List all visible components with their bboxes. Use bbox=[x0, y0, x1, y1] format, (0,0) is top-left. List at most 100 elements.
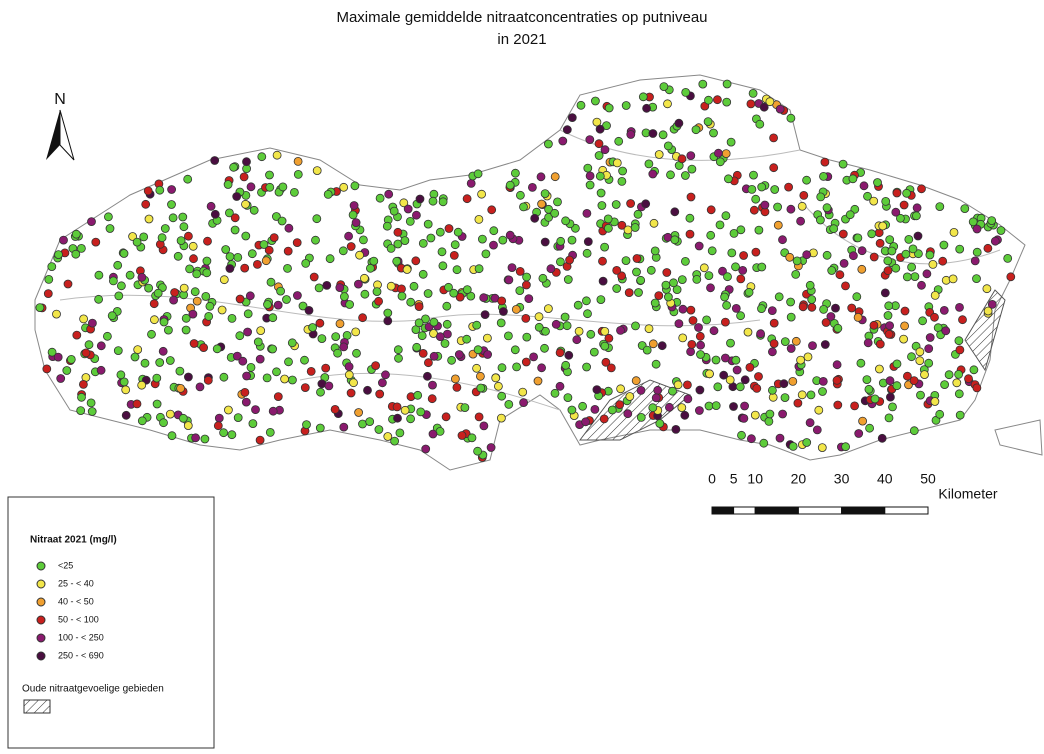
well-dot bbox=[807, 295, 817, 304]
well-dot bbox=[449, 288, 459, 298]
well-dot bbox=[252, 259, 262, 269]
well-dot bbox=[88, 318, 97, 328]
well-dot bbox=[351, 327, 361, 337]
well-dot bbox=[121, 385, 131, 395]
well-dot bbox=[421, 444, 431, 454]
well-dot bbox=[428, 429, 438, 439]
well-dot bbox=[213, 421, 223, 431]
well-dot bbox=[522, 272, 531, 282]
well-dot bbox=[770, 185, 780, 194]
well-dot bbox=[793, 398, 803, 408]
well-dot bbox=[664, 292, 673, 302]
well-dot bbox=[987, 216, 997, 226]
well-dot bbox=[480, 310, 490, 320]
well-dot bbox=[479, 293, 489, 303]
well-dot bbox=[302, 420, 311, 430]
well-dot bbox=[53, 352, 63, 362]
well-dot bbox=[521, 313, 531, 323]
well-dot bbox=[421, 314, 430, 324]
well-dot bbox=[818, 387, 827, 396]
well-dot bbox=[176, 236, 186, 246]
well-dot bbox=[169, 295, 179, 305]
well-dot bbox=[383, 308, 393, 318]
map-area bbox=[34, 74, 1043, 471]
well-dot bbox=[596, 188, 606, 198]
well-dot bbox=[217, 305, 227, 315]
well-dot bbox=[721, 353, 730, 363]
well-dot bbox=[699, 263, 709, 273]
well-dot bbox=[744, 287, 754, 297]
well-dot bbox=[330, 404, 340, 414]
well-dot bbox=[562, 321, 572, 331]
well-dot bbox=[233, 252, 243, 262]
well-dot bbox=[371, 361, 381, 371]
well-dot bbox=[751, 247, 761, 257]
well-dot bbox=[113, 260, 123, 270]
well-dot bbox=[847, 303, 857, 313]
well-dot bbox=[681, 256, 690, 266]
well-dot bbox=[96, 341, 106, 351]
well-dot bbox=[438, 261, 448, 271]
well-dot bbox=[264, 245, 274, 255]
hatched-area bbox=[964, 289, 1006, 372]
well-dot bbox=[585, 180, 595, 190]
well-dot bbox=[365, 263, 375, 273]
legend: Nitraat 2021 (mg/l) <25 25 - < 40 40 - < 5… bbox=[7, 496, 215, 749]
well-dot bbox=[474, 214, 484, 224]
well-dot bbox=[452, 265, 462, 275]
well-dot bbox=[219, 275, 229, 285]
well-dot bbox=[796, 355, 805, 365]
well-dot bbox=[406, 297, 416, 307]
well-dot bbox=[922, 269, 932, 279]
well-dot bbox=[814, 405, 824, 415]
well-dot bbox=[240, 263, 250, 273]
well-dot bbox=[573, 300, 583, 310]
well-dot bbox=[707, 246, 717, 256]
well-dot bbox=[247, 249, 257, 259]
legend-label: 40 - < 50 bbox=[58, 596, 94, 606]
well-dot bbox=[803, 352, 813, 362]
well-dot bbox=[306, 366, 316, 376]
well-dot bbox=[731, 355, 741, 365]
well-dot bbox=[413, 390, 423, 400]
well-dot bbox=[423, 289, 433, 298]
well-dot bbox=[190, 287, 200, 297]
well-dot bbox=[775, 433, 785, 443]
well-dot bbox=[462, 194, 472, 204]
well-dot bbox=[405, 216, 415, 226]
well-dot bbox=[816, 215, 825, 225]
well-dot bbox=[737, 430, 746, 440]
well-dot bbox=[925, 333, 935, 342]
well-dot bbox=[954, 389, 964, 399]
well-dot bbox=[612, 158, 622, 168]
well-dot bbox=[600, 145, 610, 155]
well-dot bbox=[309, 272, 319, 282]
well-dot bbox=[467, 433, 477, 443]
well-dot bbox=[670, 235, 680, 245]
well-dot bbox=[386, 243, 396, 253]
well-dot bbox=[822, 203, 832, 213]
well-dot bbox=[775, 104, 785, 114]
well-dot bbox=[572, 335, 582, 345]
well-dot bbox=[594, 139, 604, 149]
well-dot bbox=[289, 187, 299, 197]
well-dot bbox=[372, 287, 382, 297]
scale-segment bbox=[711, 506, 735, 515]
well-dot bbox=[466, 178, 476, 188]
well-dot bbox=[581, 417, 590, 427]
well-dot bbox=[472, 320, 482, 330]
well-dot bbox=[175, 366, 185, 376]
well-dot bbox=[462, 285, 472, 295]
well-dot bbox=[86, 398, 96, 408]
well-dot bbox=[786, 297, 795, 307]
well-dot bbox=[955, 410, 965, 420]
well-dot bbox=[354, 408, 364, 417]
well-dot bbox=[442, 319, 452, 329]
well-dot bbox=[955, 302, 964, 312]
well-dot bbox=[812, 425, 822, 435]
well-dot bbox=[159, 317, 169, 327]
well-dot bbox=[939, 240, 949, 250]
well-dot bbox=[335, 283, 345, 293]
well-dot bbox=[395, 428, 405, 438]
well-dot bbox=[938, 256, 948, 266]
